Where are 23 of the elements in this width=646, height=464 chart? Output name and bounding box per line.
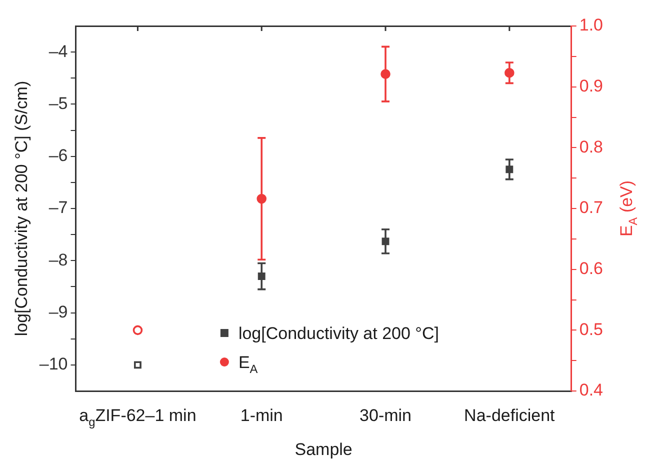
x-tick-label: 30-min xyxy=(360,406,412,425)
x-tick-label: 1-min xyxy=(240,406,283,425)
x-tick-label: Na-deficient xyxy=(464,406,556,425)
y-tick-label: –8 xyxy=(48,250,68,270)
y2-tick-label: 1.0 xyxy=(579,16,604,35)
legend-label: log[Conductivity at 200 °C] xyxy=(238,324,439,343)
point xyxy=(134,361,142,369)
point xyxy=(132,325,143,336)
y-tick-label: –6 xyxy=(48,146,68,166)
x-axis-title: Sample xyxy=(294,440,352,459)
y2-tick-label: 0.6 xyxy=(579,259,604,278)
y2-axis-title: EA (eV) xyxy=(617,180,640,237)
y-tick-label: –7 xyxy=(48,198,68,218)
y-tick-label: –10 xyxy=(39,354,68,374)
y2-tick-label: 0.9 xyxy=(579,76,604,96)
y-axis-title: log[Conductivity at 200 °C] (S/cm) xyxy=(12,80,31,336)
y2-tick-label: 0.8 xyxy=(579,137,604,156)
y2-tick-label: 0.5 xyxy=(579,320,604,339)
y2-tick-label: 0.7 xyxy=(579,198,604,218)
y-tick-label: –4 xyxy=(48,42,68,61)
y-tick-label: –5 xyxy=(48,94,68,113)
y-tick-label: –9 xyxy=(48,302,68,322)
y2-tick-label: 0.4 xyxy=(579,380,604,400)
